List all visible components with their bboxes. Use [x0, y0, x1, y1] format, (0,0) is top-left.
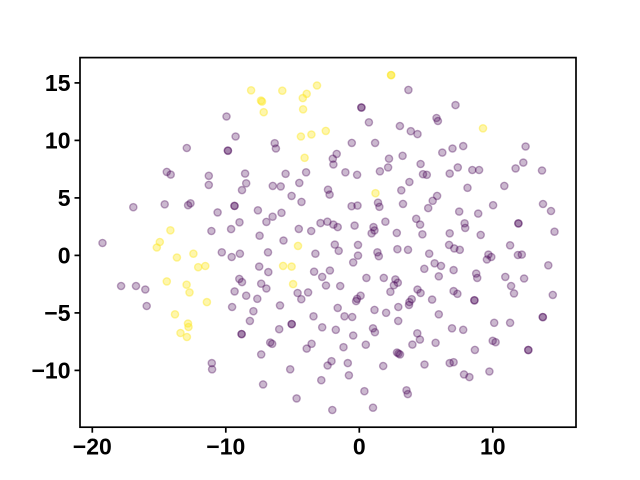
svg-text:0: 0	[58, 242, 71, 268]
svg-text:5: 5	[58, 185, 71, 211]
svg-text:−10: −10	[206, 434, 245, 460]
svg-text:10: 10	[45, 127, 71, 153]
svg-text:0: 0	[353, 434, 366, 460]
svg-text:−5: −5	[44, 300, 70, 326]
svg-text:10: 10	[480, 434, 506, 460]
svg-text:−10: −10	[31, 357, 70, 383]
svg-text:15: 15	[45, 70, 71, 96]
svg-text:−20: −20	[73, 434, 112, 460]
